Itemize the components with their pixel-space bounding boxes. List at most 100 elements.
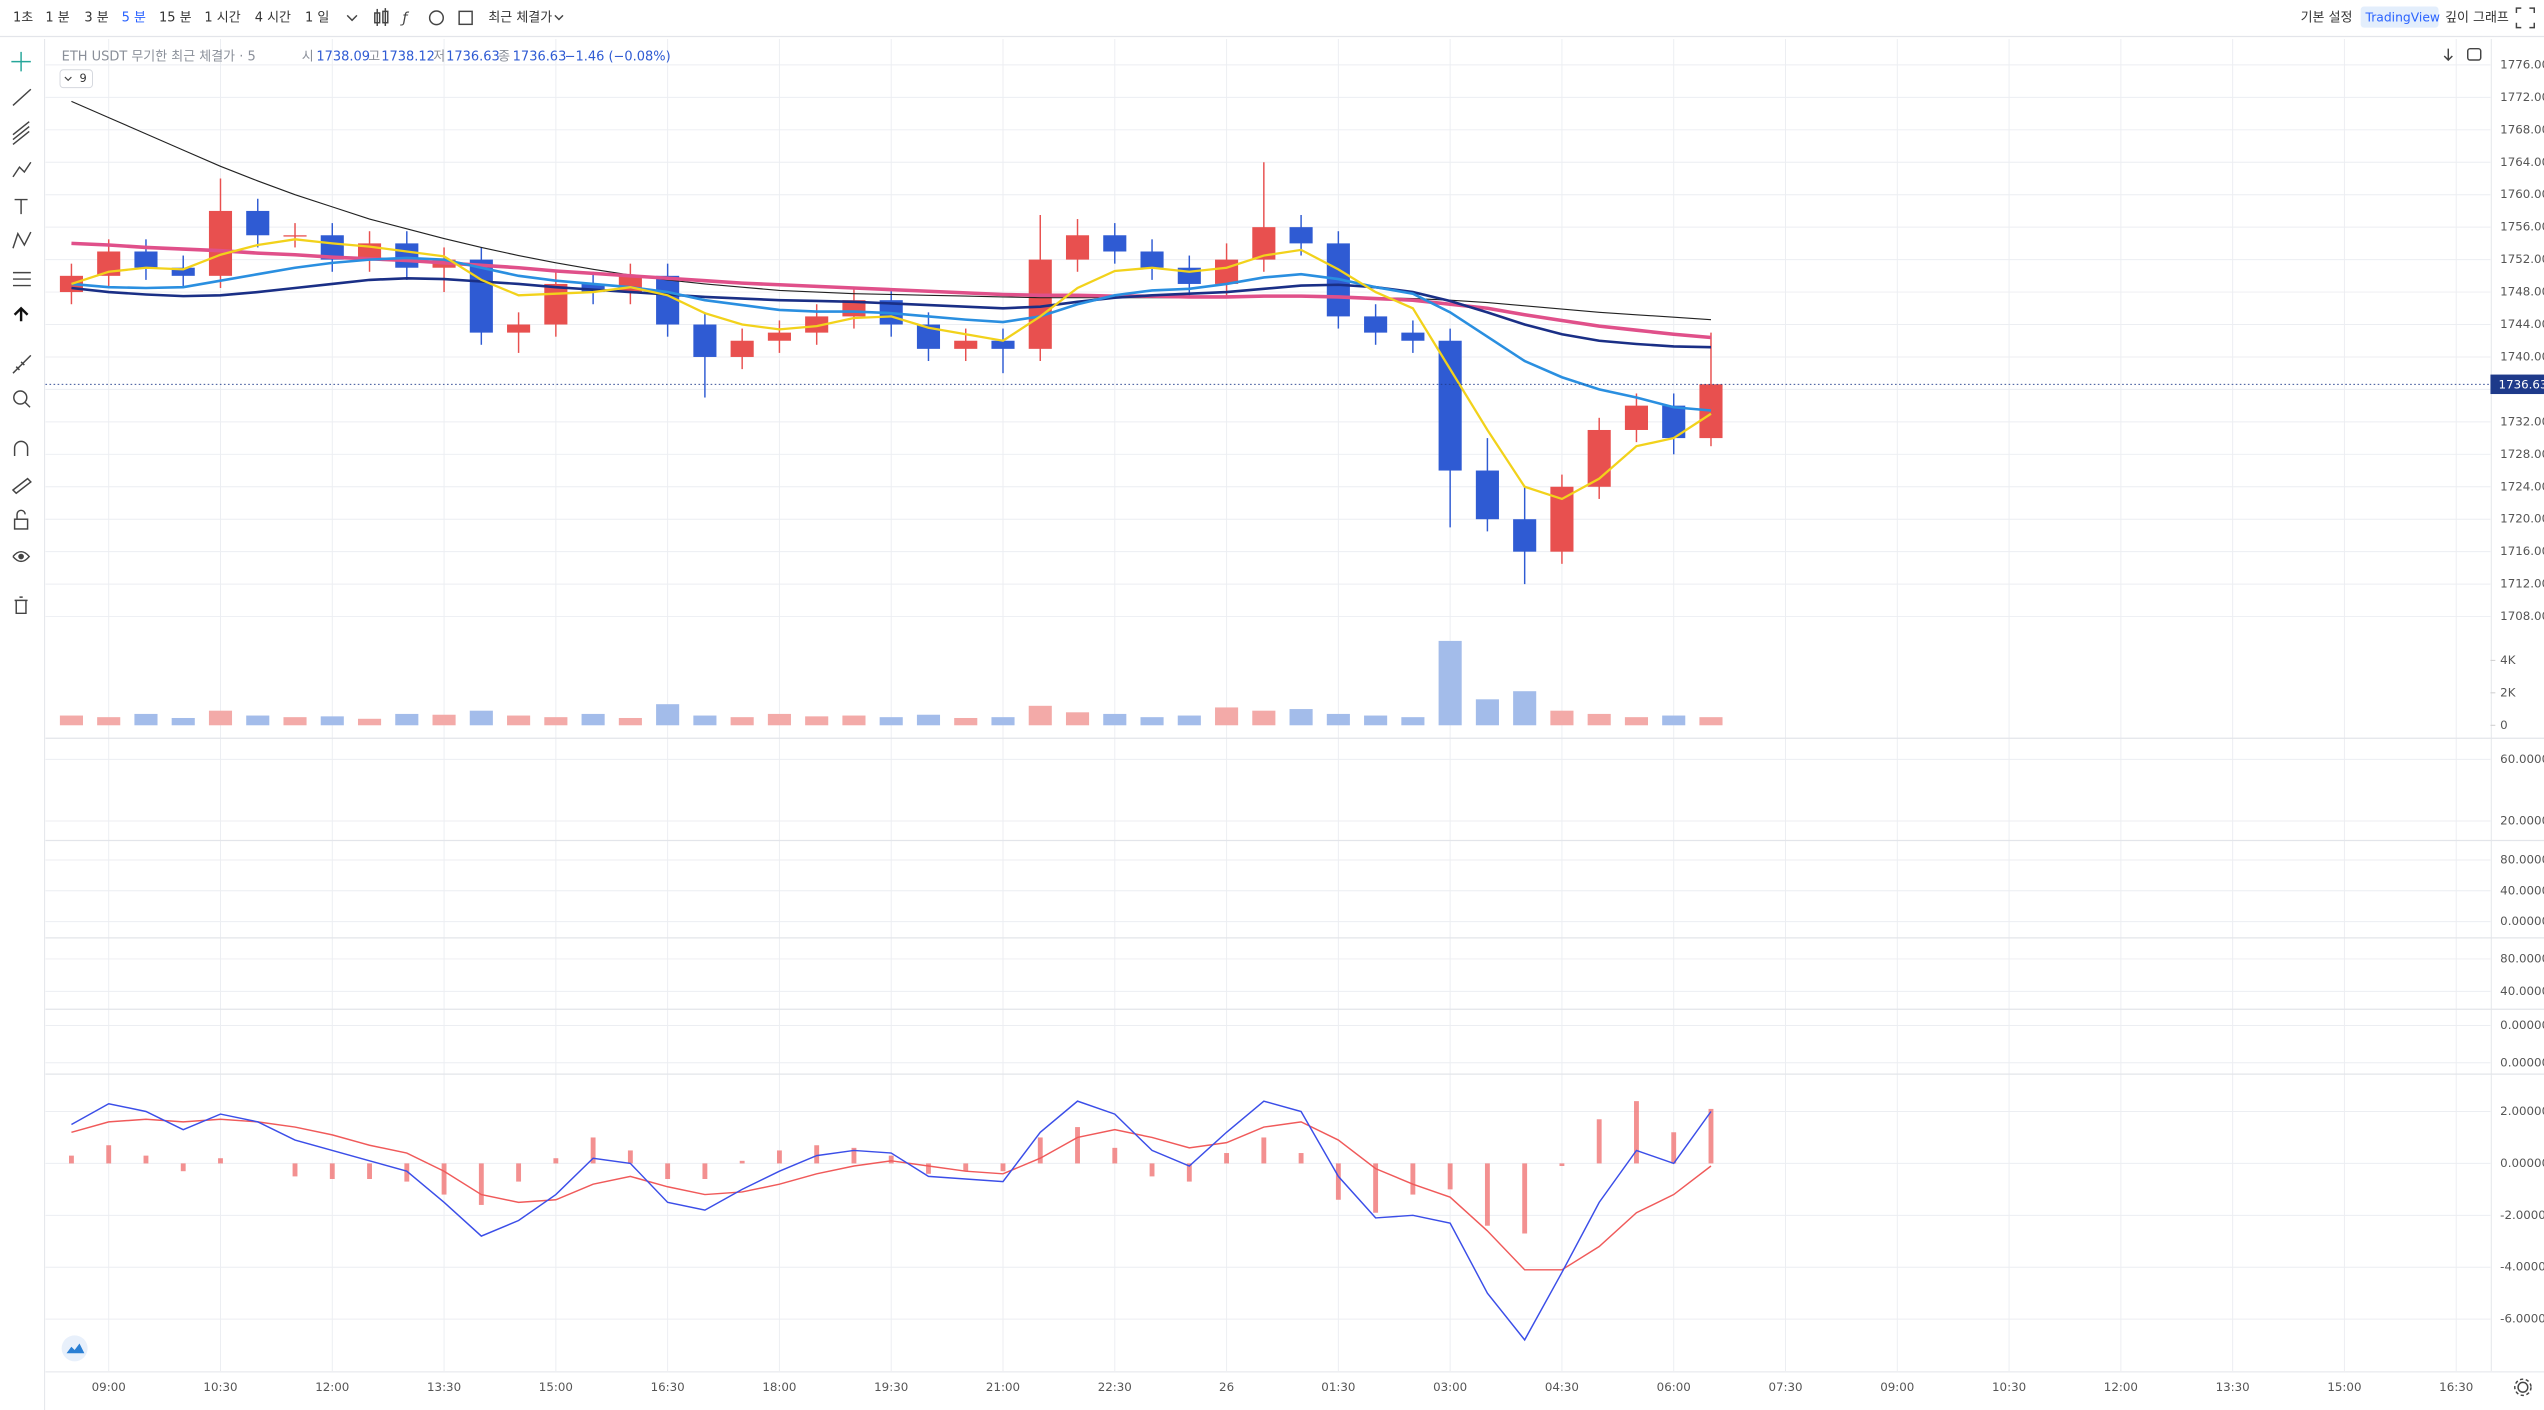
delete-tool[interactable] xyxy=(14,596,28,615)
more-intervals[interactable] xyxy=(346,14,358,22)
interval-button-active[interactable]: 5 분 xyxy=(122,10,146,25)
macd-histogram-bar xyxy=(1261,1137,1267,1164)
interval-button[interactable]: 1 시간 xyxy=(204,10,240,25)
x-tick-label: 10:30 xyxy=(203,1380,237,1394)
magnet-tool[interactable] xyxy=(13,440,29,456)
macd-histogram-bar xyxy=(553,1158,559,1164)
x-tick-label: 12:00 xyxy=(2104,1380,2138,1394)
x-tick-label: 03:00 xyxy=(1433,1380,1467,1394)
pattern-tool[interactable] xyxy=(12,231,32,249)
candle-body xyxy=(208,210,233,276)
macd-histogram-bar xyxy=(1112,1147,1118,1164)
x-tick-label: 06:00 xyxy=(1657,1380,1691,1394)
macd-histogram-bar xyxy=(143,1155,149,1164)
legend: ETH USDT 무기한 최근 체결가 · 5 시 1738.09 고 1738… xyxy=(59,47,2482,89)
candle-body xyxy=(171,267,195,276)
macd-histogram-bar xyxy=(1410,1163,1416,1195)
x-tick-label: 07:30 xyxy=(1768,1380,1802,1394)
interval-button[interactable]: 15 분 xyxy=(159,10,192,25)
view-tab-active[interactable]: TradingView xyxy=(2365,10,2440,24)
fullscreen-button[interactable] xyxy=(2515,7,2535,29)
volume-bar xyxy=(469,710,493,726)
volume-bar xyxy=(1252,710,1276,726)
volume-tick-label: 2K xyxy=(2500,685,2516,699)
x-tick-label: 18:00 xyxy=(762,1380,796,1394)
interval-button[interactable]: 1초 xyxy=(13,10,33,25)
logo-button[interactable] xyxy=(61,1335,88,1362)
scroll-down-button[interactable] xyxy=(2443,48,2453,62)
candle-body xyxy=(469,259,493,333)
volume-bar xyxy=(357,718,382,726)
x-tick-label: 01:30 xyxy=(1321,1380,1355,1394)
candle-body xyxy=(1364,316,1388,333)
volume-bar xyxy=(1438,640,1462,726)
candle-body xyxy=(581,283,605,293)
visibility-tool[interactable] xyxy=(12,550,31,563)
indicators-button[interactable]: ƒ xyxy=(399,10,409,27)
brush-tool[interactable] xyxy=(12,161,32,178)
chart-type-button[interactable] xyxy=(374,8,389,26)
candle-body xyxy=(246,210,270,236)
settings-link[interactable]: 기본 설정 xyxy=(2301,10,2353,25)
volume-bar xyxy=(693,715,717,726)
text-tool[interactable] xyxy=(14,198,28,215)
macd-histogram-bar xyxy=(963,1163,969,1172)
dropdown-arrow[interactable] xyxy=(554,14,564,21)
macd-histogram-bar xyxy=(1634,1101,1639,1164)
interval-button[interactable]: 1 일 xyxy=(305,10,329,25)
toggle-arrow xyxy=(64,76,72,82)
x-tick-label: 26 xyxy=(1219,1380,1234,1394)
candle-body xyxy=(1215,259,1239,284)
projection-tool[interactable] xyxy=(12,271,31,287)
crosshair-tool[interactable] xyxy=(11,51,31,72)
volume-bar xyxy=(1103,713,1127,726)
ohlc-label: 종 xyxy=(498,49,510,64)
macd-histogram-bar xyxy=(441,1163,447,1195)
view-tab[interactable]: 깊이 그래프 xyxy=(2445,10,2509,25)
candle-body xyxy=(283,235,307,237)
macd-macd-line xyxy=(71,1100,1712,1342)
candle-body xyxy=(134,251,158,268)
zoom-tool[interactable] xyxy=(13,390,31,408)
price-source-button[interactable]: 최근 체결가 xyxy=(488,10,552,25)
macd-histogram-bar xyxy=(1596,1119,1602,1164)
ohlc-value: 1736.63 xyxy=(446,49,500,64)
macd-histogram-bar xyxy=(367,1163,372,1179)
y-tick-label: 1724.00 xyxy=(2500,479,2544,493)
volume-bar xyxy=(1550,710,1574,726)
candle-body xyxy=(954,340,978,349)
macd-histogram-bar xyxy=(776,1150,782,1164)
volume-bar xyxy=(954,717,978,726)
settings-button[interactable] xyxy=(458,10,473,26)
volume-bar xyxy=(1401,717,1425,726)
lock-tool[interactable] xyxy=(13,509,29,530)
icon-tool[interactable] xyxy=(13,306,29,322)
trendline-tool[interactable] xyxy=(12,88,32,107)
candle-body xyxy=(1140,251,1164,268)
interval-button[interactable]: 1 분 xyxy=(45,10,69,25)
candle-body xyxy=(805,316,829,333)
volume-bar xyxy=(1326,713,1350,726)
indicator-toggle[interactable] xyxy=(59,69,93,89)
reset-button[interactable] xyxy=(2467,47,2482,61)
measure-tool[interactable] xyxy=(12,354,32,374)
fib-tool[interactable] xyxy=(12,121,30,145)
macd-histogram-bar xyxy=(1224,1153,1230,1164)
candle-body xyxy=(767,332,791,341)
top-toolbar: 1초 1 분 3 분 5 분 15 분 1 시간 4 시간 1 일 ƒ 최근 체… xyxy=(0,6,2544,38)
candle-body xyxy=(1028,259,1052,349)
macd-histogram-bar xyxy=(1484,1163,1490,1226)
interval-button[interactable]: 4 시간 xyxy=(255,10,291,25)
interval-button[interactable]: 3 분 xyxy=(84,10,108,25)
compare-button[interactable] xyxy=(428,10,444,26)
draw-mode-tool[interactable] xyxy=(11,477,32,495)
x-tick-label: 09:00 xyxy=(92,1380,126,1394)
macd-histogram-bar xyxy=(814,1145,820,1164)
